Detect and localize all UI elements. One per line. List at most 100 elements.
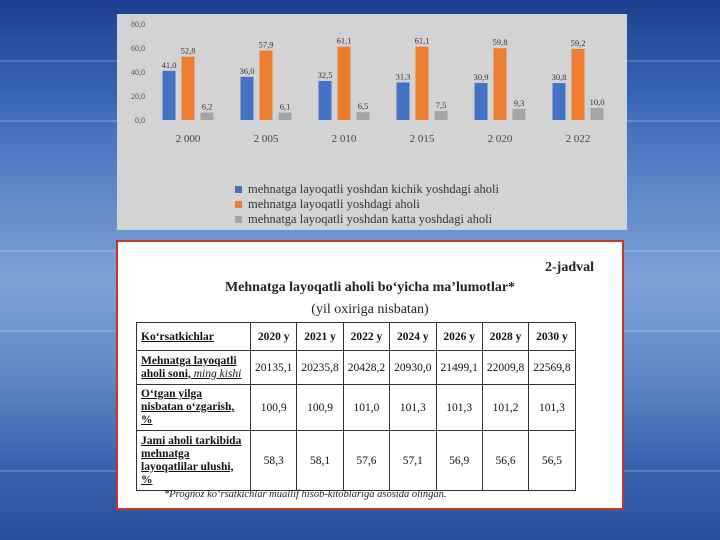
y-tick-label: 60,0 [131, 44, 145, 53]
data-label: 59,2 [571, 38, 586, 48]
data-label: 36,0 [240, 66, 255, 76]
data-label: 41,0 [162, 60, 177, 70]
y-tick-label: 80,0 [131, 20, 145, 29]
legend-label: mehnatga layoqatli yoshdan katta yoshdag… [248, 212, 493, 226]
table-cell: 22569,8 [528, 350, 576, 385]
bar [181, 56, 195, 120]
legend-label: mehnatga layoqatli yoshdagi aholi [248, 197, 420, 211]
legend-swatch [235, 186, 242, 193]
data-label: 61,1 [415, 36, 430, 46]
table-cell: 101,0 [342, 384, 391, 431]
bar [590, 108, 604, 120]
table-cell: 58,3 [249, 430, 298, 491]
bar [259, 50, 273, 120]
table-cell: 56,9 [435, 430, 483, 491]
table-header-row: Ko‘rsatkichlar 2020 y 2021 y 2022 y 2024… [136, 322, 576, 351]
bar [162, 70, 176, 120]
bar [337, 46, 351, 120]
x-tick-label: 2 022 [566, 133, 591, 145]
table-cell: 56,5 [528, 430, 576, 491]
table-cell: 56,6 [481, 430, 530, 491]
bar [474, 82, 488, 120]
legend-swatch [235, 201, 242, 208]
table-cell: 57,6 [342, 430, 391, 491]
data-label: 31,3 [396, 71, 411, 81]
bar [512, 108, 526, 120]
bar [240, 76, 254, 120]
row-label-text: Mehnatga layoqatli aholi soni, [141, 354, 237, 380]
x-tick-label: 2 000 [176, 133, 201, 145]
data-label: 6,5 [358, 101, 369, 111]
bar [493, 48, 507, 120]
bar [278, 112, 292, 120]
table-cell: 57,1 [389, 430, 437, 491]
data-label: 6,1 [280, 102, 291, 112]
legend-item: mehnatga layoqatli yoshdan kichik yoshda… [235, 182, 499, 197]
bar [318, 81, 332, 120]
table-cell: 22009,8 [481, 350, 530, 385]
data-label: 7,5 [436, 100, 447, 110]
row-label: Mehnatga layoqatli aholi soni, ming kish… [136, 350, 251, 385]
bar [552, 83, 566, 120]
table-cell: 101,3 [528, 384, 576, 431]
data-label: 61,1 [337, 36, 352, 46]
legend-swatch [235, 216, 242, 223]
data-label: 32,5 [318, 70, 333, 80]
header-cell: Ko‘rsatkichlar [136, 322, 251, 351]
table-cell: 101,3 [389, 384, 437, 431]
x-tick-label: 2 015 [410, 133, 435, 145]
table-cell: 100,9 [249, 384, 298, 431]
bar [415, 46, 429, 120]
data-label: 57,9 [259, 40, 274, 50]
bar [200, 112, 214, 120]
bar-chart-panel: 0,0 20,0 40,0 60,0 80,0 41,0 52,8 6,2 2 000 36,0 5… [117, 14, 627, 230]
table-number: 2-jadval [545, 260, 594, 275]
table-title: Mehnatga layoqatli aholi bo‘yicha ma’lum… [224, 280, 516, 295]
data-label: 52,8 [181, 46, 196, 56]
table-cell: 100,9 [296, 384, 344, 431]
header-cell: 2028 y [481, 322, 530, 351]
table-cell: 58,1 [296, 430, 344, 491]
table-cell: 20930,0 [389, 350, 437, 385]
x-tick-label: 2 005 [254, 133, 279, 145]
table-cell: 101,2 [481, 384, 530, 431]
table-cell: 20135,1 [249, 350, 298, 385]
data-label: 6,2 [202, 102, 213, 112]
bar [396, 82, 410, 120]
y-tick-label: 40,0 [131, 68, 145, 77]
header-cell: 2020 y [249, 322, 298, 351]
table-footnote: *Prognoz ko‘rsatkichlar muallif hisob-ki… [164, 489, 447, 500]
table-row: O‘tgan yilga nisbatan o‘zgarish, % 100,9… [136, 384, 576, 431]
bar [356, 112, 370, 120]
data-label: 30,8 [552, 72, 567, 82]
table-subtitle: (yil oxiriga nisbatan) [311, 302, 429, 317]
chart-legend: mehnatga layoqatli yoshdan kichik yoshda… [235, 182, 499, 227]
row-label: O‘tgan yilga nisbatan o‘zgarish, % [136, 384, 251, 431]
table-row: Jami aholi tarkibida mehnatga layoqatlil… [136, 430, 576, 491]
table-cell: 21499,1 [435, 350, 483, 385]
data-label: 30,9 [474, 72, 489, 82]
legend-label: mehnatga layoqatli yoshdan kichik yoshda… [248, 182, 499, 196]
row-label: Jami aholi tarkibida mehnatga layoqatlil… [136, 430, 251, 491]
data-label: 10,0 [590, 97, 605, 107]
header-cell: 2021 y [296, 322, 344, 351]
table-cell: 20428,2 [342, 350, 391, 385]
header-cell: 2026 y [435, 322, 483, 351]
x-tick-label: 2 010 [332, 133, 357, 145]
table-cell: 20235,8 [296, 350, 344, 385]
legend-item: mehnatga layoqatli yoshdagi aholi [235, 197, 499, 212]
table-cell: 101,3 [435, 384, 483, 431]
data-label: 9,3 [514, 98, 525, 108]
bar [571, 48, 585, 120]
header-cell: 2022 y [342, 322, 391, 351]
y-tick-label: 20,0 [131, 92, 145, 101]
x-tick-label: 2 020 [488, 133, 513, 145]
legend-item: mehnatga layoqatli yoshdan katta yoshdag… [235, 212, 499, 227]
row-unit: ming kishi [193, 367, 242, 380]
data-label: 59,8 [493, 37, 508, 47]
data-table: Ko‘rsatkichlar 2020 y 2021 y 2022 y 2024… [136, 322, 576, 491]
header-cell: 2030 y [528, 322, 576, 351]
header-cell: 2024 y [389, 322, 437, 351]
bar-chart: 0,0 20,0 40,0 60,0 80,0 41,0 52,8 6,2 2 000 36,0 5… [131, 20, 605, 145]
bar [434, 111, 448, 120]
